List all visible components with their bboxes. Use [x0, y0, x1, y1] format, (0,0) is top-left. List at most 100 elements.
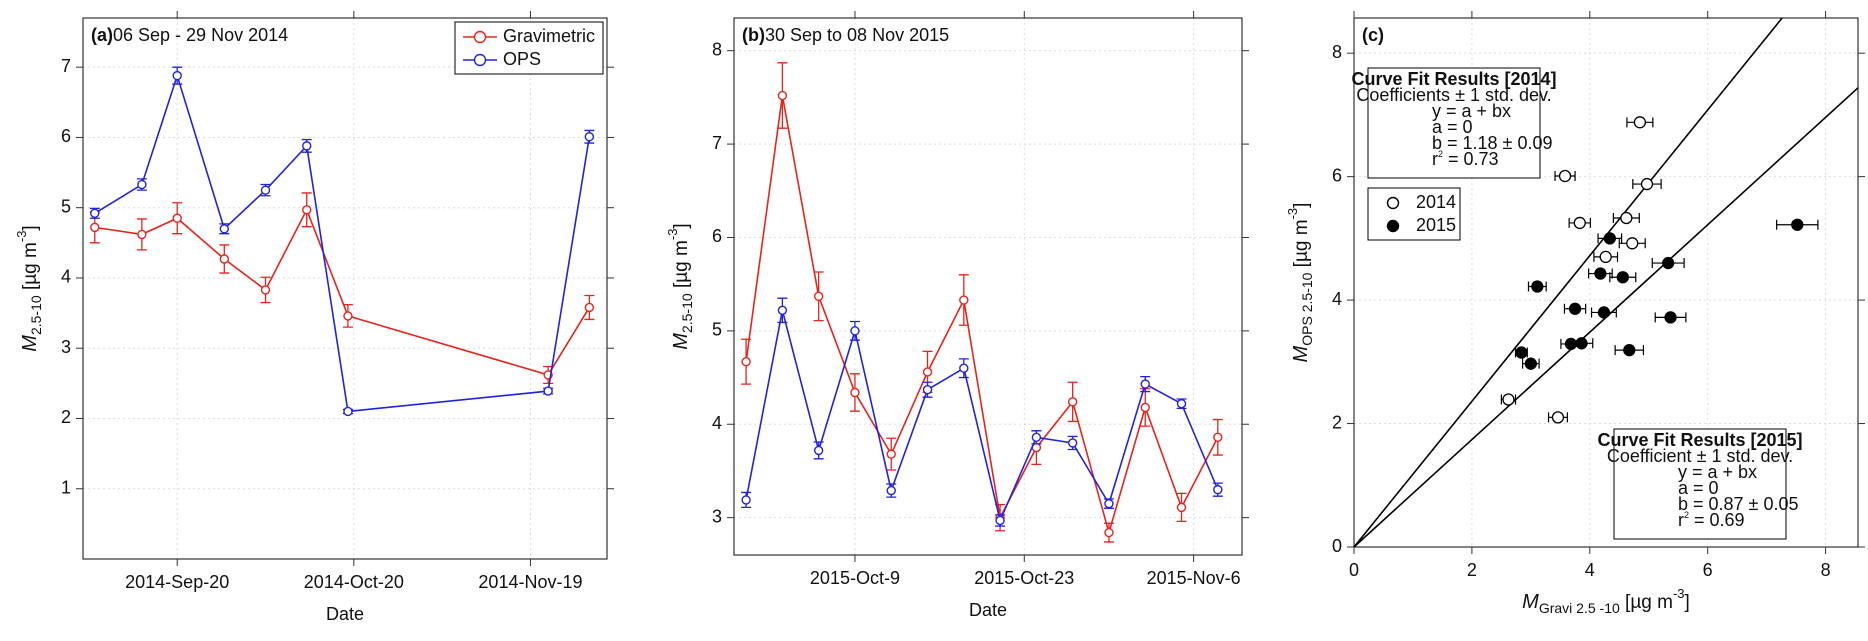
- data-point: [1791, 218, 1804, 231]
- x-tick-label: 2014-Oct-20: [304, 572, 404, 592]
- annotation-line: Coefficients ± 1 std. dev.: [1356, 85, 1551, 105]
- data-point: [1633, 116, 1647, 129]
- x-axis-label-part: ]: [1685, 592, 1690, 613]
- y-tick-label: 6: [712, 226, 722, 246]
- y-tick-label: 2: [61, 407, 71, 427]
- annotation-r2: r2 = 0.73: [1432, 149, 1499, 169]
- y-axis-label: M2.5-10 [µg m-3]: [665, 223, 694, 349]
- data-point: [995, 515, 1005, 526]
- y-axis-label-part: ]: [20, 225, 41, 230]
- data-point: [543, 386, 553, 396]
- x-axis-label-part: M: [1522, 591, 1539, 613]
- data-point: [137, 179, 147, 190]
- annotation-box: [1367, 67, 1541, 179]
- y-axis-label-part: [µg m: [671, 240, 692, 293]
- r2-part: = 0.73: [1443, 149, 1499, 169]
- annotation-r2: r2 = 0.69: [1678, 510, 1745, 530]
- data-point: [777, 305, 788, 316]
- data-point: [1213, 432, 1223, 443]
- data-point: [1594, 267, 1607, 280]
- data-point: [1213, 484, 1223, 495]
- y-axis-label-part: 2.5-10: [28, 295, 44, 335]
- data-point: [959, 295, 969, 305]
- y-tick-label: 4: [1332, 289, 1342, 309]
- data-point: [1664, 311, 1677, 324]
- panel-label: (b): [742, 25, 765, 45]
- y-axis-label-part: 2.5-10: [679, 293, 695, 333]
- panel: 1 2 3 4 5 6 7 2014-Sep-20 2014-Oct-20 2014-Nov-19…: [61, 11, 614, 592]
- data-point: [777, 90, 788, 101]
- data-point: [959, 363, 969, 373]
- y-tick-label: 4: [712, 413, 722, 433]
- data-point: [343, 406, 353, 417]
- x-axis-label-part: Gravi 2.5 -10: [1539, 600, 1620, 616]
- data-point: [1620, 211, 1633, 225]
- x-tick-label: 2: [1467, 560, 1477, 580]
- data-point: [1067, 438, 1078, 448]
- y-axis-label-part: M: [1290, 345, 1312, 362]
- data-point: [302, 141, 312, 151]
- plot-frame: [82, 17, 608, 560]
- annotation-line: a = 0: [1432, 117, 1473, 137]
- data-point: [1067, 397, 1078, 407]
- data-point: [813, 291, 824, 302]
- data-point: [1104, 498, 1114, 509]
- series-line: [94, 72, 591, 413]
- data-point: [922, 367, 933, 377]
- annotation-box: [1613, 428, 1787, 540]
- legend-label: OPS: [503, 49, 541, 69]
- y-tick-label: 1: [61, 477, 71, 497]
- x-axis-label-part: -3: [1673, 586, 1685, 601]
- y-tick-label: 2: [1332, 412, 1342, 432]
- x-tick-label: 4: [1585, 560, 1595, 580]
- data-point: [584, 302, 595, 313]
- data-point: [1662, 256, 1675, 270]
- data-point: [1568, 302, 1582, 315]
- y-tick-label: 3: [712, 506, 722, 526]
- r2-part: r: [1432, 149, 1438, 169]
- r2-part: r: [1678, 510, 1684, 530]
- data-point: [1599, 250, 1612, 264]
- y-axis-label-part: [µg m: [20, 242, 41, 295]
- x-tick-label: 8: [1821, 560, 1831, 580]
- data-point: [260, 185, 271, 195]
- series-line: [94, 207, 591, 376]
- data-point: [1176, 502, 1187, 513]
- y-axis-label-part: -3: [14, 231, 29, 243]
- y-tick-label: 3: [61, 337, 71, 357]
- y-tick-label: 7: [61, 56, 71, 76]
- panel-title: (c): [1362, 25, 1384, 45]
- y-axis-label-part: M: [19, 335, 41, 352]
- data-point: [1140, 379, 1150, 389]
- panel-title: (b)30 Sep to 08 Nov 2015: [742, 25, 949, 45]
- y-tick-label: 8: [1332, 42, 1342, 62]
- annotation-line: b = 0.87 ± 0.05: [1678, 494, 1798, 514]
- data-point: [260, 285, 271, 295]
- y-tick-label: 6: [1332, 165, 1342, 185]
- y-axis-label-part: [µg m: [1291, 219, 1312, 272]
- y-tick-label: 5: [712, 320, 722, 340]
- annotation-title: Curve Fit Results [2015]: [1597, 430, 1802, 450]
- y-axis-label: M2.5-10 [µg m-3]: [14, 225, 43, 351]
- data-point: [1626, 237, 1639, 250]
- fit-line: [1353, 17, 1783, 548]
- data-point: [1502, 393, 1515, 406]
- annotation-line: Coefficient ± 1 std. dev.: [1607, 446, 1793, 466]
- data-point: [1551, 411, 1565, 424]
- y-tick-label: 8: [712, 39, 722, 59]
- data-point: [741, 356, 751, 367]
- data-point: [1558, 169, 1572, 183]
- annotation-line: y = a + bx: [1678, 462, 1757, 482]
- data-point: [1531, 280, 1544, 293]
- y-axis-label-part: OPS 2.5-10: [1299, 272, 1315, 345]
- title-text: 06 Sep - 29 Nov 2014: [113, 25, 288, 45]
- data-point: [172, 213, 182, 223]
- data-point: [1176, 399, 1187, 409]
- x-tick-label: 6: [1703, 560, 1713, 580]
- y-tick-label: 4: [61, 267, 71, 287]
- x-tick-label: 2014-Sep-20: [125, 572, 229, 592]
- legend-marker: [1386, 219, 1400, 233]
- r2-part: 2: [1684, 510, 1689, 520]
- series-line: [745, 95, 1219, 536]
- annotation-line: a = 0: [1678, 478, 1719, 498]
